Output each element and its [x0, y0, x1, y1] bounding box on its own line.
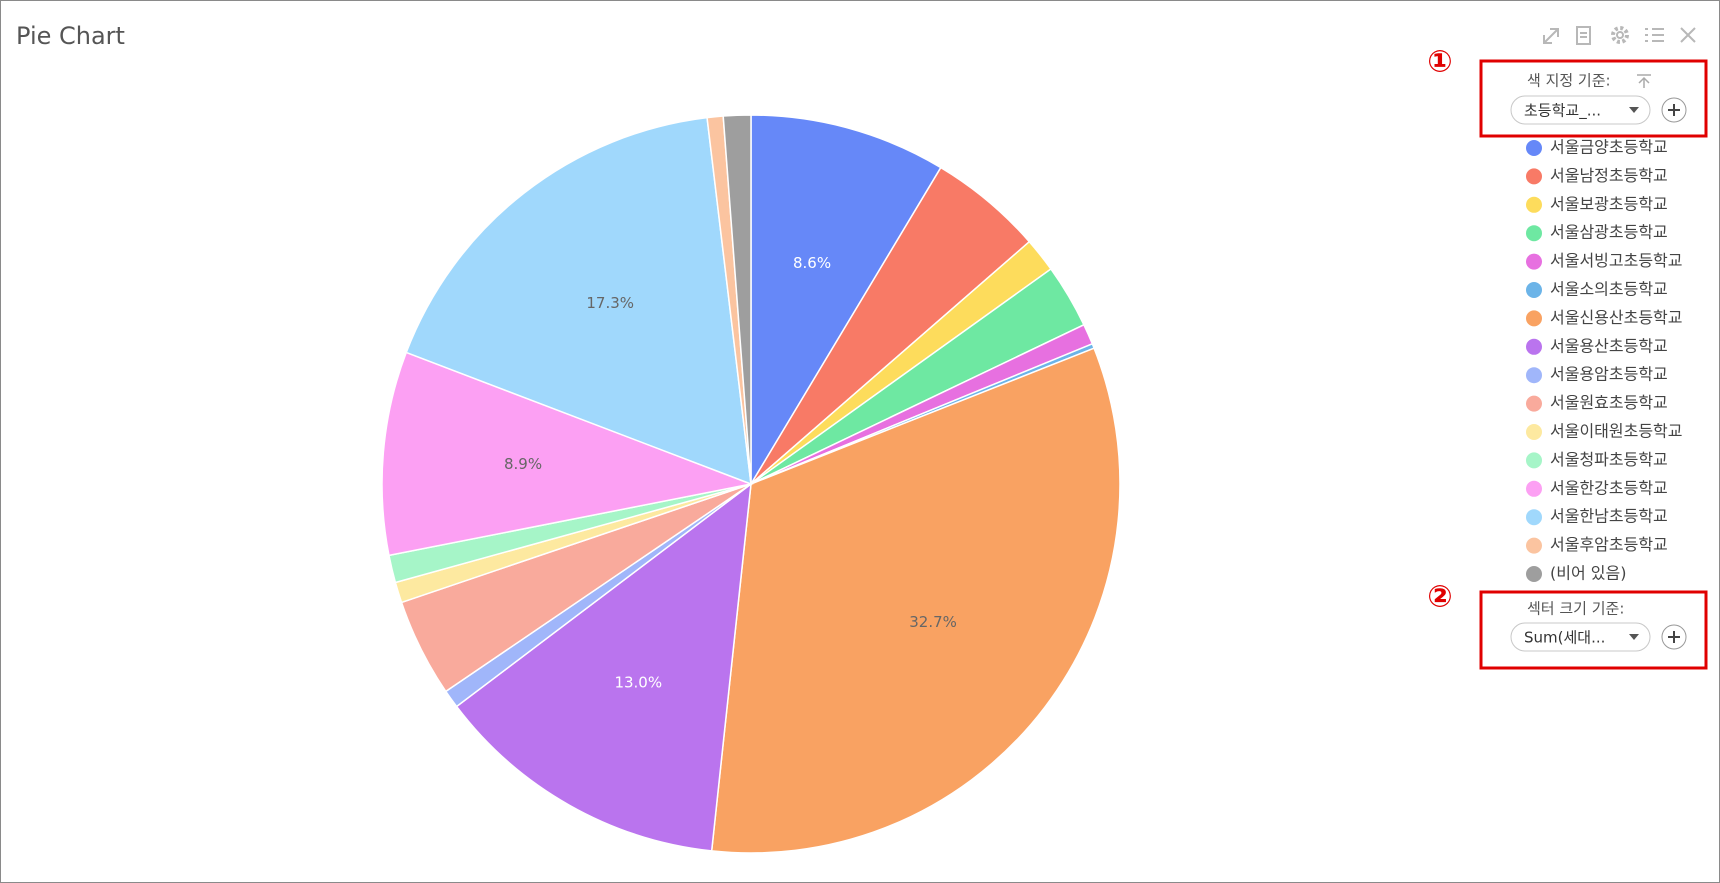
color-by-dropdown[interactable]: 초등학교_... [1510, 95, 1651, 125]
pie-slice [405, 116, 752, 486]
pie-slice [722, 114, 752, 485]
legend-marker [1526, 168, 1542, 185]
annotation-box [1479, 59, 1708, 138]
settings-button[interactable] [1611, 26, 1629, 44]
legend-marker [1526, 395, 1542, 412]
legend-label: 서울용암초등학교 [1550, 365, 1668, 384]
legend-label: (비어 있음) [1550, 564, 1626, 583]
sort-icon[interactable] [1637, 74, 1651, 88]
legend-label: 서울한남초등학교 [1550, 507, 1668, 526]
legend-marker [1526, 140, 1542, 156]
legend-label: 서울용산초등학교 [1550, 336, 1668, 355]
legend-marker [1526, 367, 1542, 384]
dropdown-box[interactable] [1510, 622, 1651, 652]
size-by-dropdown[interactable]: Sum(세대... [1510, 622, 1651, 652]
dropdown-value: Sum(세대... [1524, 629, 1605, 647]
legend-label: 서울한강초등학교 [1550, 478, 1668, 497]
legend-marker [1526, 509, 1542, 526]
pie-slice [750, 114, 942, 487]
legend-marker [1526, 310, 1542, 327]
legend-label: 서울금양초등학교 [1550, 138, 1668, 157]
legend: 서울금양초등학교서울남정초등학교서울보광초등학교서울삼광초등학교서울서빙고초등학… [1526, 138, 1682, 583]
export-button[interactable] [1576, 26, 1591, 45]
pie-slice [455, 482, 752, 852]
annotation-marker: ② [1427, 580, 1452, 615]
slice-label: 13.0% [614, 674, 662, 692]
chart-title: Pie Chart [16, 22, 125, 50]
legend-marker [1526, 338, 1542, 355]
legend-toggle-button[interactable] [1645, 28, 1664, 42]
slice-label: 32.7% [909, 613, 957, 631]
legend-marker [1526, 537, 1542, 554]
size-by-label: 섹터 크기 기준: [1527, 600, 1624, 618]
pie: 8.6% 32.7% 13.0% 8.9% 17.3% [381, 114, 1121, 854]
dropdown-arrow [1629, 107, 1639, 113]
legend-marker [1526, 424, 1542, 440]
close-button[interactable] [1680, 27, 1696, 43]
legend-marker [1526, 452, 1542, 469]
legend-marker [1526, 480, 1542, 497]
legend-marker [1526, 225, 1542, 242]
legend-marker [1526, 566, 1542, 582]
legend-marker [1526, 253, 1542, 270]
dropdown-arrow [1629, 634, 1639, 640]
dropdown-box[interactable] [1510, 95, 1651, 125]
legend-label: 서울삼광초등학교 [1550, 223, 1668, 242]
toolbar [1543, 26, 1696, 45]
legend-marker [1526, 282, 1542, 298]
add-color-button[interactable] [1661, 97, 1687, 123]
legend-label: 서울소의초등학교 [1550, 280, 1668, 299]
dropdown-value: 초등학교_... [1524, 102, 1601, 121]
legend-label: 서울신용산초등학교 [1550, 308, 1682, 327]
color-by-label: 색 지정 기준: [1527, 72, 1611, 90]
annotation-marker: ① [1427, 45, 1452, 80]
legend-label: 서울보광초등학교 [1550, 194, 1668, 213]
legend-label: 서울청파초등학교 [1550, 450, 1668, 469]
legend-marker [1526, 196, 1542, 213]
legend-label: 서울원효초등학교 [1550, 393, 1668, 412]
legend-label: 서울서빙고초등학교 [1550, 251, 1682, 270]
legend-label: 서울남정초등학교 [1550, 166, 1668, 185]
pie-slice [710, 347, 1121, 854]
pie-slice [381, 351, 754, 557]
legend-label: 서울이태원초등학교 [1550, 422, 1682, 441]
slice-label: 17.3% [586, 294, 634, 312]
add-size-button[interactable] [1661, 624, 1687, 650]
slice-label: 8.9% [504, 455, 542, 473]
legend-label: 서울후암초등학교 [1550, 535, 1668, 554]
expand-button[interactable] [1543, 28, 1559, 44]
slice-label: 8.6% [793, 254, 831, 272]
annotation-box [1479, 590, 1708, 670]
